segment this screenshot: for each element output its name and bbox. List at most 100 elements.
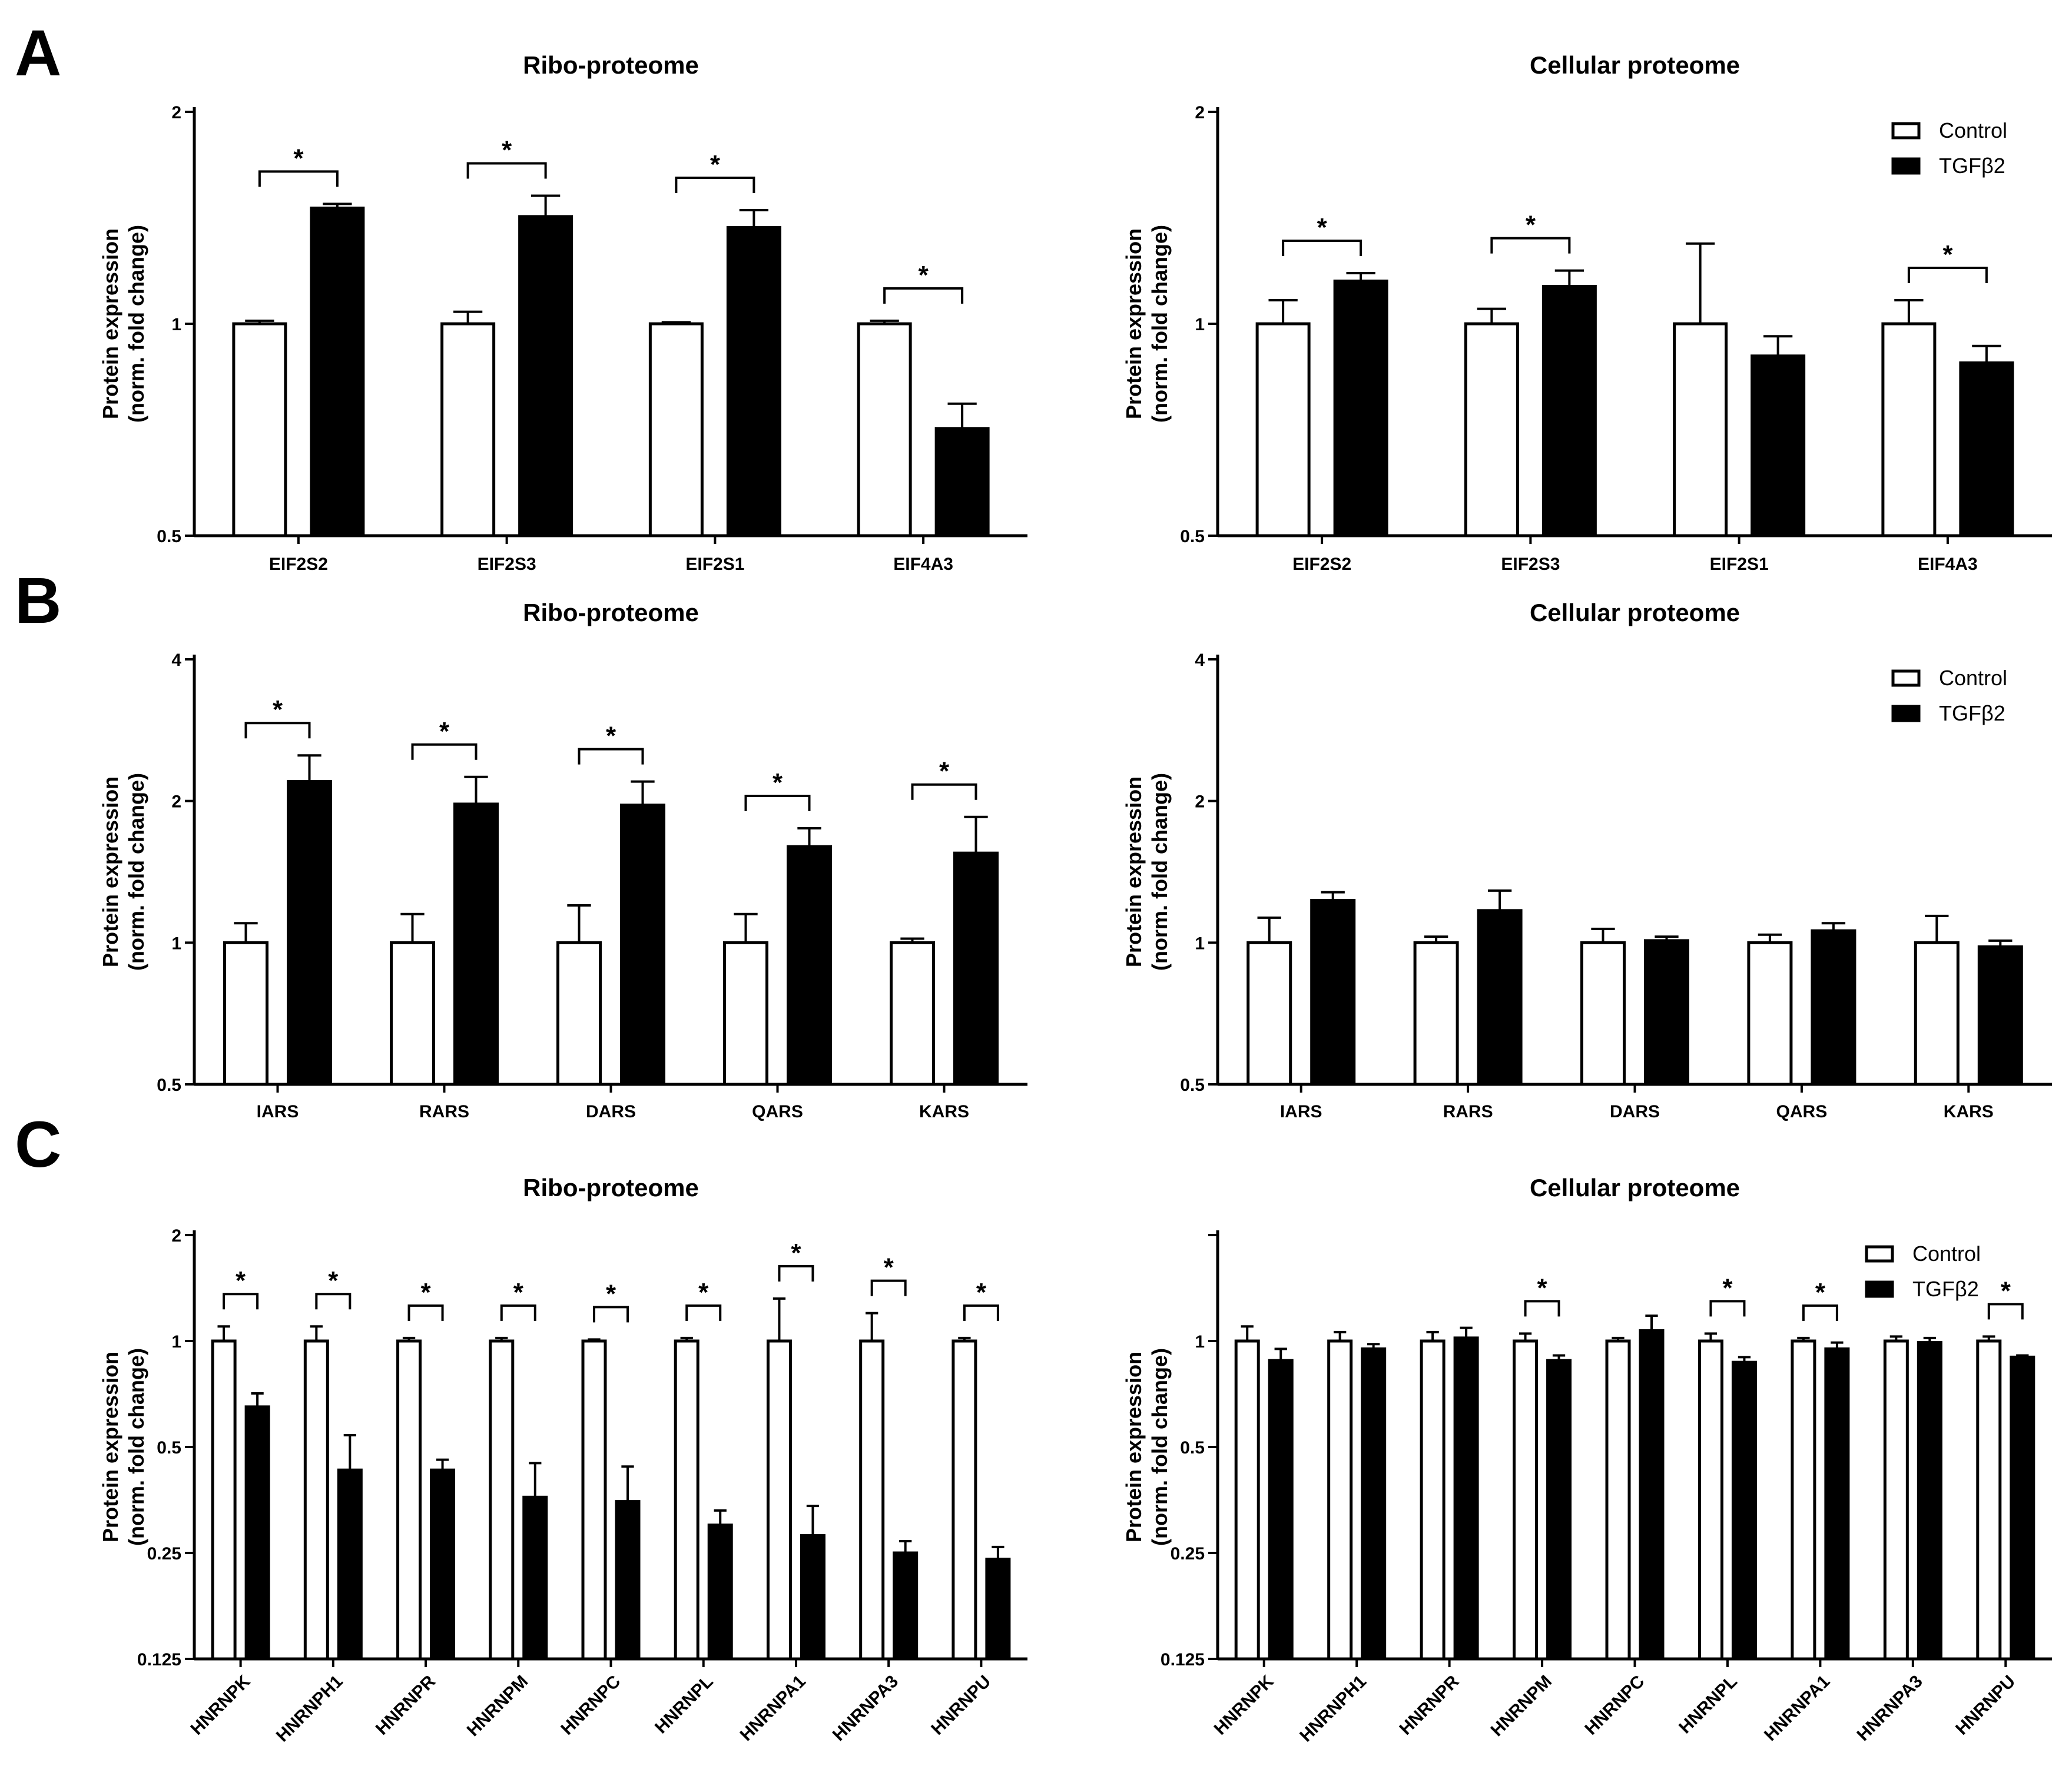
y-tick-label: 0.5 <box>157 1438 181 1458</box>
bar-tgfb2 <box>1977 945 2023 1086</box>
significance-star: * <box>710 150 721 179</box>
y-tick-label: 0.5 <box>157 1076 181 1095</box>
bar-control <box>1605 1339 1631 1661</box>
bar-tgfb2 <box>430 1468 456 1661</box>
bar-control <box>1327 1339 1353 1661</box>
y-tick-label: 0.5 <box>157 527 181 546</box>
significance-bracket <box>578 748 644 765</box>
x-category-label: KARS <box>919 1102 969 1121</box>
significance-star: * <box>884 1253 894 1282</box>
y-tick-label: 0.25 <box>147 1544 181 1564</box>
x-category-label: HNRNPL <box>651 1672 717 1738</box>
legend-label-tgfb2: TGFβ2 <box>1939 701 2005 725</box>
chart-b-left: Ribo-proteome Protein expression(norm. fo… <box>98 599 1027 1121</box>
significance-star: * <box>606 1279 616 1308</box>
bar-control <box>489 1339 515 1661</box>
y-axis-label-line: (norm. fold change) <box>1148 225 1172 423</box>
bar-control <box>1883 1339 1909 1661</box>
bar-tgfb2 <box>522 1495 548 1661</box>
bar-tgfb2 <box>800 1534 826 1661</box>
x-category-label: QARS <box>1776 1102 1828 1121</box>
x-category-label: EIF4A3 <box>1918 555 1978 574</box>
y-axis-label-line: (norm. fold change) <box>1148 1348 1172 1546</box>
y-tick-label: 2 <box>1195 103 1205 122</box>
x-category-label: HNRNPA1 <box>737 1672 810 1745</box>
chart-title: Cellular proteome <box>1530 51 1740 79</box>
chart-c-right: Cellular proteome Protein expression(norm… <box>1122 1174 2052 1746</box>
y-tick-label: 4 <box>1195 650 1205 670</box>
y-tick-label: 1 <box>1195 315 1205 334</box>
x-category-label: EIF2S1 <box>1710 555 1769 574</box>
significance-star: * <box>919 261 929 290</box>
bar-tgfb2 <box>1731 1360 1757 1661</box>
x-category-label: HNRNPK <box>187 1671 254 1738</box>
x-category-label: DARS <box>586 1102 636 1121</box>
x-category-label: HNRNPU <box>1952 1672 2019 1739</box>
bar-control <box>859 1339 885 1661</box>
chart-a-right: Cellular proteome Protein expression(norm… <box>1122 51 2052 574</box>
y-axis-label-line: Protein expression <box>98 1352 122 1542</box>
y-tick-label: 0.5 <box>1180 1076 1205 1095</box>
bar-control <box>1413 941 1459 1086</box>
y-tick-label: 2 <box>1195 792 1205 812</box>
x-category-label: IARS <box>1280 1102 1322 1121</box>
bar-tgfb2 <box>1751 354 1806 537</box>
significance-bracket <box>315 1293 352 1310</box>
bar-control <box>1246 941 1292 1086</box>
bar-control <box>1513 1339 1539 1661</box>
bar-tgfb2 <box>787 845 832 1086</box>
x-category-label: EIF4A3 <box>893 555 953 574</box>
y-axis-label-line: Protein expression <box>1122 1352 1146 1542</box>
bar-control <box>1914 941 1960 1086</box>
bar-control <box>1747 941 1793 1086</box>
bar-control <box>1881 322 1937 537</box>
bar-control <box>1791 1339 1816 1661</box>
bar-tgfb2 <box>1333 279 1388 537</box>
significance-bracket <box>407 1304 444 1321</box>
significance-bracket <box>870 1279 907 1296</box>
bar-tgfb2 <box>2010 1355 2035 1661</box>
bar-control <box>890 941 935 1086</box>
chart-a-left: Ribo-proteome Protein expression(norm. fo… <box>98 51 1027 574</box>
chart-c-left: Ribo-proteome Protein expression(norm. fo… <box>98 1174 1027 1746</box>
bar-control <box>232 322 287 537</box>
bar-control <box>1580 941 1626 1086</box>
x-category-label: DARS <box>1610 1102 1660 1121</box>
significance-star: * <box>698 1278 709 1307</box>
bar-control <box>390 941 435 1086</box>
bar-control <box>556 941 602 1086</box>
significance-bracket <box>675 177 755 194</box>
bar-control <box>223 941 268 1086</box>
significance-bracket <box>1490 237 1571 254</box>
significance-star: * <box>1537 1273 1547 1302</box>
legend-label-control: Control <box>1912 1242 1981 1266</box>
significance-star: * <box>939 757 950 786</box>
significance-star: * <box>502 136 512 165</box>
legend-label-control: Control <box>1939 118 2007 142</box>
significance-star: * <box>1317 213 1328 242</box>
significance-star: * <box>328 1266 339 1295</box>
significance-star: * <box>513 1278 524 1307</box>
significance-bracket <box>258 170 339 187</box>
significance-bracket <box>500 1304 536 1321</box>
significance-star: * <box>1526 211 1536 240</box>
significance-bracket <box>1802 1304 1838 1321</box>
significance-star: * <box>976 1278 987 1307</box>
y-tick-label: 4 <box>171 650 181 670</box>
bar-tgfb2 <box>893 1551 919 1661</box>
y-tick-label: 1 <box>1195 934 1205 953</box>
bar-tgfb2 <box>934 427 990 537</box>
bar-tgfb2 <box>615 1500 641 1661</box>
legend-label-control: Control <box>1939 666 2007 690</box>
significance-bracket <box>1282 240 1362 257</box>
y-tick-label: 0.125 <box>1161 1650 1205 1670</box>
legend-swatch-control <box>1891 669 1921 687</box>
panel-label-c: C <box>15 1108 61 1181</box>
bar-control <box>581 1339 607 1661</box>
y-axis-label-line: (norm. fold change) <box>1148 773 1172 971</box>
bar-control <box>1420 1339 1446 1661</box>
legend-swatch-control <box>1865 1245 1894 1263</box>
significance-star: * <box>606 722 616 751</box>
y-tick-label: 0.125 <box>137 1650 181 1670</box>
x-category-label: HNRNPL <box>1675 1672 1741 1738</box>
